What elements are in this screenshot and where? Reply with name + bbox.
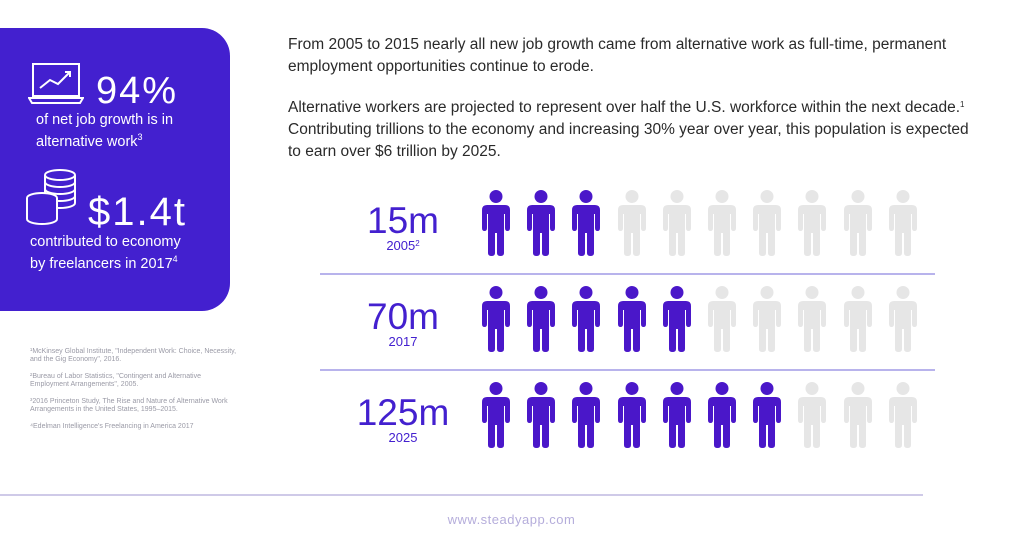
person-icon-empty	[707, 190, 737, 261]
footnote-1: ¹McKinsey Global Institute, "Independent…	[30, 348, 237, 363]
person-icon-filled	[481, 190, 511, 261]
person-icon-filled	[617, 382, 647, 453]
person-icon-empty	[797, 190, 827, 261]
growth-stat: 94% of net job growth is in alternative …	[0, 28, 230, 158]
person-icon-filled	[752, 382, 782, 453]
person-icon-filled	[617, 286, 647, 357]
footnote-ref: 2	[415, 239, 420, 248]
row-divider	[320, 369, 935, 371]
person-icon-filled	[526, 286, 556, 357]
person-icon-empty	[797, 286, 827, 357]
person-icon-empty	[662, 190, 692, 261]
intro-paragraph-1: From 2005 to 2015 nearly all new job gro…	[288, 36, 947, 75]
footnote-4: ⁴Edelman Intelligence's Freelancing in A…	[30, 423, 194, 430]
person-icon-filled	[481, 382, 511, 453]
intro-text: From 2005 to 2015 nearly all new job gro…	[288, 34, 978, 179]
row-value: 70m	[367, 296, 439, 337]
row-divider	[320, 273, 935, 275]
intro-paragraph-2: Alternative workers are projected to rep…	[288, 99, 969, 160]
row-value: 125m	[356, 392, 450, 433]
person-icon-empty	[752, 190, 782, 261]
footnote-2: ²Bureau of Labor Statistics, "Contingent…	[30, 373, 201, 388]
footer-url[interactable]: www.steadyapp.com	[447, 512, 576, 527]
person-icon-empty	[752, 286, 782, 357]
person-icon-filled	[571, 382, 601, 453]
growth-description: of net job growth is in alternative work…	[36, 112, 174, 150]
person-icon-filled	[526, 190, 556, 261]
person-icon-empty	[888, 190, 918, 261]
footnote-ref: 4	[172, 254, 178, 264]
person-icon-empty	[843, 286, 873, 357]
laptop-chart-icon	[28, 63, 84, 104]
footer-divider	[0, 494, 923, 496]
person-icon-empty	[617, 190, 647, 261]
growth-value: 94%	[96, 70, 179, 112]
coins-stack-icon	[26, 169, 76, 225]
row-year: 2025	[388, 430, 418, 445]
economy-stat: $1.4t contributed to economy by freelanc…	[0, 28, 230, 311]
person-icon-filled	[526, 382, 556, 453]
footnote-ref: 3	[137, 132, 143, 142]
person-icon-filled	[662, 286, 692, 357]
economy-description: contributed to economy by freelancers in…	[30, 234, 181, 272]
footnote-ref: 1	[960, 100, 965, 109]
economy-value: $1.4t	[88, 190, 187, 234]
person-icon-filled	[571, 286, 601, 357]
person-icon-filled	[481, 286, 511, 357]
person-icon-empty	[707, 286, 737, 357]
row-year: 2017	[388, 334, 418, 349]
person-icon-empty	[797, 382, 827, 453]
person-icon-empty	[843, 190, 873, 261]
person-icon-filled	[571, 190, 601, 261]
person-icon-empty	[888, 286, 918, 357]
person-icon-filled	[707, 382, 737, 453]
row-year: 20052	[386, 238, 420, 253]
row-value: 15m	[367, 200, 439, 241]
person-icon-empty	[843, 382, 873, 453]
footnotes: ¹McKinsey Global Institute, "Independent…	[30, 348, 240, 440]
person-icon-empty	[888, 382, 918, 453]
footnote-3: ³2016 Princeton Study, The Rise and Natu…	[30, 398, 228, 413]
stats-panel: 94% of net job growth is in alternative …	[0, 28, 230, 311]
person-icon-filled	[662, 382, 692, 453]
